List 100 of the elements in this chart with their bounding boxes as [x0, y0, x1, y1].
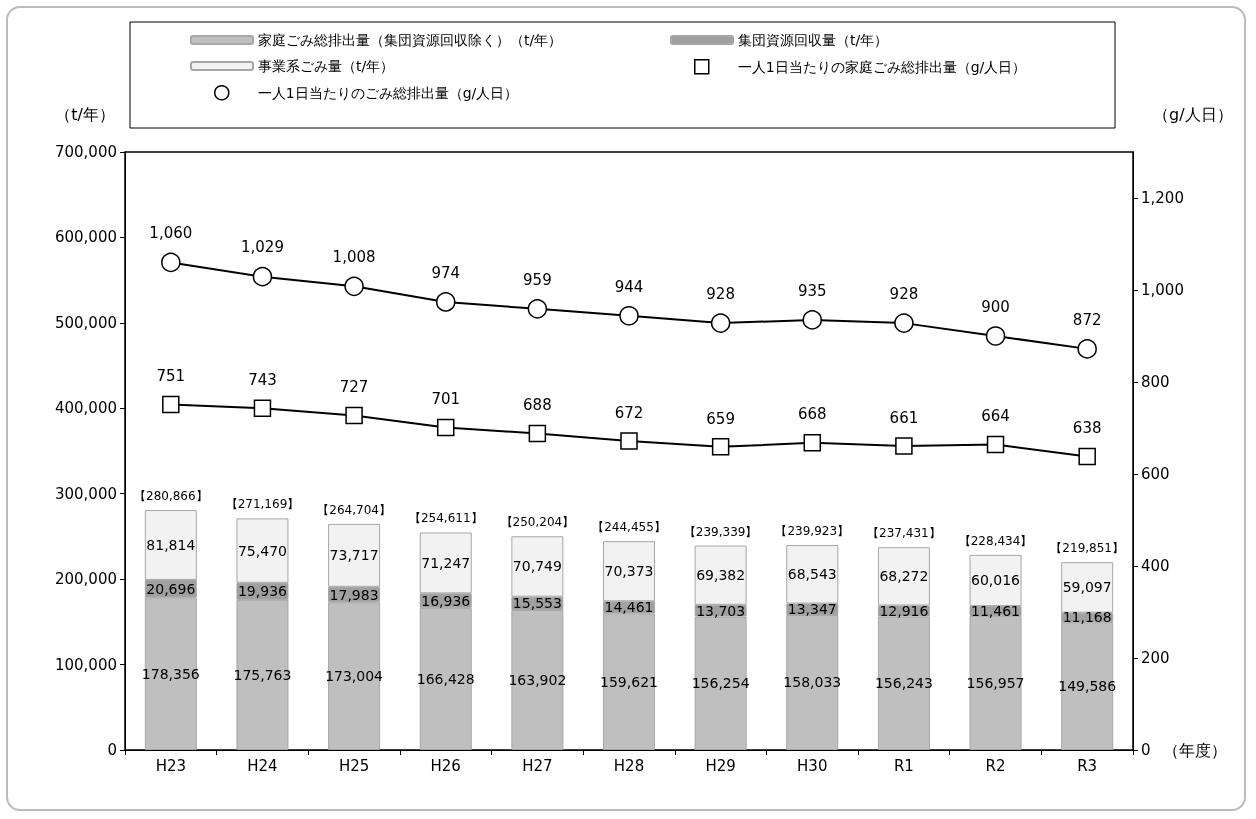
- data-label: 71,247: [421, 554, 471, 571]
- total-label: 【244,455】: [592, 520, 666, 535]
- data-label: 928: [706, 284, 735, 303]
- data-label: 15,553: [512, 595, 562, 612]
- data-label: 11,461: [971, 603, 1021, 620]
- data-label: 668: [797, 405, 827, 424]
- x-tick-label: H25: [338, 756, 370, 775]
- data-label: 638: [1072, 419, 1102, 438]
- data-label: 13,703: [696, 602, 746, 619]
- data-label: 12,916: [879, 603, 929, 620]
- x-tick-label: H28: [613, 756, 645, 775]
- x-axis-title: （年度）: [1163, 740, 1227, 760]
- y2-tick-label: 0: [1141, 741, 1151, 759]
- x-tick-label: H29: [705, 756, 736, 775]
- data-label: 159,621: [600, 673, 658, 690]
- data-label: 16,936: [421, 592, 471, 609]
- point: [894, 313, 914, 333]
- point: [345, 406, 363, 425]
- data-label: 20,696: [146, 580, 196, 597]
- total-label: 【239,923】: [775, 524, 850, 539]
- data-label: 935: [797, 281, 827, 300]
- point: [252, 266, 273, 287]
- point: [620, 432, 638, 450]
- point: [436, 418, 455, 437]
- data-label: 672: [614, 403, 644, 422]
- legend-label: 事業系ごみ量（t/年）: [258, 58, 395, 74]
- point: [344, 276, 364, 297]
- data-label: 959: [523, 270, 552, 289]
- x-tick-label: R3: [1077, 756, 1098, 775]
- data-label: 75,470: [237, 542, 287, 559]
- data-label: 659: [706, 409, 735, 428]
- y-tick-label: 0: [107, 741, 117, 759]
- data-label: 751: [156, 367, 186, 386]
- data-label: 59,097: [1062, 579, 1112, 596]
- data-label: 13,347: [787, 601, 837, 618]
- total-label: 【228,434】: [958, 533, 1033, 548]
- point: [528, 424, 547, 443]
- point: [253, 399, 272, 417]
- data-label: 1,060: [149, 224, 193, 243]
- y-tick-label: 100,000: [54, 655, 117, 674]
- data-label: 19,936: [237, 583, 288, 600]
- x-tick-label: R2: [985, 756, 1006, 775]
- point: [527, 299, 548, 319]
- data-label: 688: [523, 396, 552, 415]
- legend-label: 一人1日当たりの家庭ごみ総排出量（g/人日）: [737, 58, 1027, 75]
- data-label: 70,373: [604, 563, 654, 580]
- data-label: 173,004: [325, 668, 384, 685]
- data-label: 17,983: [329, 586, 379, 603]
- x-tick-label: H27: [522, 756, 553, 775]
- point: [985, 326, 1006, 346]
- data-label: 175,763: [233, 666, 292, 683]
- data-label: 156,957: [966, 674, 1025, 691]
- data-label: 1,008: [332, 248, 376, 267]
- point: [803, 433, 822, 452]
- legend-label: 一人1日当たりのごみ総排出量（g/人日）: [257, 84, 519, 101]
- x-tick-label: H30: [797, 756, 828, 775]
- data-label: 81,814: [146, 537, 196, 554]
- data-label: 664: [981, 407, 1010, 426]
- y-tick-label: 400,000: [54, 399, 117, 418]
- data-label: 158,033: [783, 674, 842, 691]
- data-label: 70,749: [512, 558, 562, 575]
- data-label: 11,168: [1062, 609, 1112, 626]
- y2-tick-label: 1,200: [1141, 189, 1184, 207]
- data-label: 701: [431, 390, 461, 409]
- point: [619, 306, 639, 326]
- y2-tick-label: 1,000: [1141, 281, 1184, 299]
- total-label: 【250,204】: [500, 515, 575, 530]
- data-label: 166,428: [416, 670, 475, 687]
- data-label: 69,382: [696, 567, 746, 584]
- y2-axis-title: （g/人日）: [1153, 104, 1233, 124]
- legend-label: 家庭ごみ総排出量（集団資源回収除く）（t/年）: [258, 32, 563, 48]
- total-label: 【237,431】: [867, 526, 941, 541]
- data-label: 743: [248, 370, 277, 389]
- total-label: 【219,851】: [1050, 541, 1124, 556]
- point: [162, 395, 180, 414]
- total-label: 【254,611】: [408, 511, 483, 526]
- data-label: 68,543: [787, 566, 837, 583]
- y-tick-label: 500,000: [54, 313, 117, 332]
- x-tick-label: H23: [155, 756, 187, 775]
- x-tick-label: R1: [893, 756, 914, 775]
- data-label: 156,243: [874, 675, 933, 692]
- y2-tick-label: 800: [1141, 373, 1170, 391]
- y-tick-label: 200,000: [54, 570, 117, 589]
- point: [1078, 447, 1096, 466]
- point: [436, 292, 456, 312]
- point: [895, 437, 913, 455]
- data-label: 928: [889, 284, 919, 303]
- legend-label: 集団資源回収量（t/年）: [738, 32, 889, 48]
- total-label: 【264,704】: [317, 502, 391, 517]
- data-label: 944: [614, 277, 644, 296]
- data-label: 14,461: [604, 599, 654, 616]
- total-label: 【271,169】: [225, 497, 300, 512]
- data-label: 156,254: [691, 675, 750, 692]
- point: [711, 438, 730, 456]
- data-label: 974: [431, 263, 461, 282]
- y2-tick-label: 400: [1141, 557, 1170, 575]
- y-tick-label: 600,000: [54, 228, 117, 247]
- data-label: 178,356: [141, 665, 200, 682]
- x-tick-label: H24: [247, 756, 278, 775]
- data-label: 872: [1072, 310, 1102, 329]
